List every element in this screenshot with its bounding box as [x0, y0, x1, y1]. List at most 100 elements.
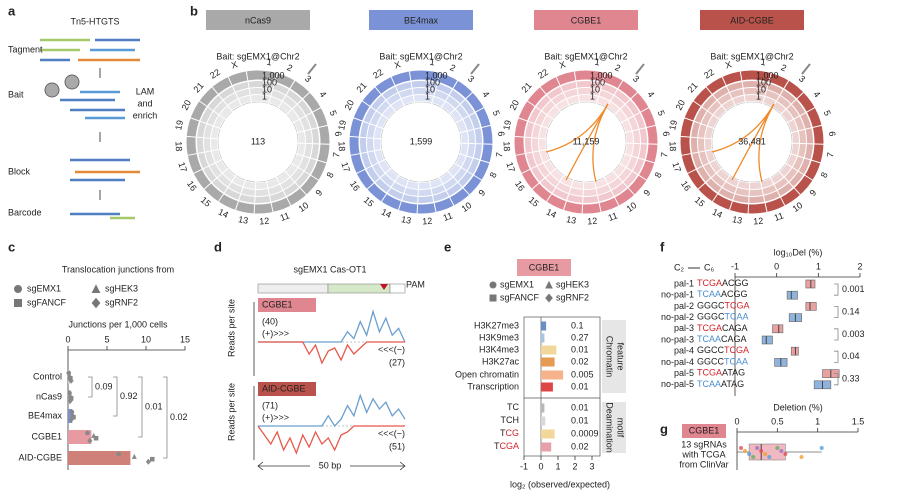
y-tick-label: AID-CGBE	[18, 452, 62, 462]
count-label: (51)	[389, 441, 405, 451]
chromosome-label: 21	[355, 80, 369, 94]
point	[68, 377, 74, 384]
chromosome-divider	[245, 70, 253, 105]
panel-label: f	[660, 239, 665, 254]
bracket	[138, 376, 143, 438]
strand-label: (+)>>>	[262, 328, 289, 338]
tag-label: CGBE1	[689, 425, 720, 435]
junction-count: 113	[251, 136, 265, 146]
p-value: 0.001	[842, 284, 865, 294]
ring	[374, 95, 468, 189]
bracket	[834, 328, 839, 341]
chromosome-divider	[428, 179, 437, 213]
chromosome-label: 13	[565, 214, 577, 226]
row-label: no-pal-2	[661, 312, 694, 322]
chromosome-label: 15	[527, 195, 541, 209]
chromosome-divider	[518, 117, 551, 130]
chromosome-label: 3	[466, 73, 476, 84]
bait-label: Bait: sgEMX1@Chr2	[379, 51, 462, 61]
track-name: CGBE1	[262, 299, 293, 309]
y-tick-label: Control	[33, 371, 62, 381]
p-value: 0.01	[571, 381, 589, 391]
chromosome-divider	[253, 179, 257, 214]
chromosome-divider	[555, 76, 571, 108]
x-tick-label: -1	[520, 461, 528, 471]
group-label: Chromatin	[605, 336, 615, 378]
chromosome-label: 15	[362, 195, 376, 209]
chromosome-divider	[190, 117, 223, 130]
p-value: 0.92	[120, 391, 138, 401]
chromosome-divider	[603, 175, 620, 207]
p-value: 0.04	[842, 351, 860, 361]
bracket	[113, 376, 118, 417]
point	[68, 416, 74, 423]
box	[772, 324, 784, 334]
header-tag	[517, 259, 571, 276]
chromosome-divider	[531, 166, 558, 190]
step-label: Tagment	[8, 44, 43, 54]
row-label: pal-4	[674, 346, 694, 356]
chromosome-divider	[728, 177, 741, 211]
ring	[525, 81, 647, 203]
chromosome-label: 8	[488, 171, 499, 180]
legend-marker	[14, 299, 22, 307]
chromosome-label: 8	[819, 171, 830, 180]
x-tick-label: 5	[104, 334, 109, 344]
p-value: 0.003	[842, 329, 865, 339]
junction-count: 1,599	[410, 136, 433, 146]
box	[761, 335, 773, 345]
bracket	[88, 376, 93, 398]
p-value: 0.0009	[571, 428, 599, 438]
legend-label: sgEMX1	[500, 279, 534, 289]
bar	[68, 409, 73, 423]
group-tag	[602, 402, 626, 453]
point	[68, 395, 74, 401]
point	[767, 455, 772, 459]
bar	[541, 382, 553, 392]
chromosome-label: 13	[400, 214, 412, 226]
chromosome-label: 10	[297, 200, 311, 214]
p-value: 0.01	[571, 344, 589, 354]
axis-title: Deletion (%)	[773, 402, 823, 412]
x-tick-label: 1	[816, 261, 821, 271]
radial-tick: 100	[262, 77, 277, 87]
chromosome-divider	[349, 135, 384, 140]
chromosome-label: 1	[760, 57, 766, 68]
point	[747, 452, 752, 456]
plot-name: CGBE1	[571, 15, 602, 25]
p-value: 0.01	[571, 415, 589, 425]
bait-label: Bait: sgEMX1@Chr2	[710, 51, 793, 61]
chromosome-label: 6	[333, 131, 343, 137]
bait-label: Bait: sgEMX1@Chr2	[544, 51, 627, 61]
chromosome-label: 18	[336, 141, 347, 152]
radial-tick: 1,000	[756, 70, 779, 80]
radial-tick: 10	[425, 84, 435, 94]
ring	[539, 95, 633, 189]
track-tag	[258, 298, 316, 312]
step-note: enrich	[133, 110, 158, 120]
panel-label: e	[444, 239, 451, 254]
ring	[705, 95, 799, 189]
chromosome-divider	[779, 91, 805, 116]
bar	[541, 403, 545, 413]
chromosome-label: 9	[477, 188, 488, 198]
legend-title: Translocation junctions from	[62, 264, 174, 274]
p-value: 0.14	[842, 306, 860, 316]
chromosome-divider	[687, 158, 719, 174]
x-tick-label: 0	[65, 334, 70, 344]
category-label: H3K27me3	[474, 320, 519, 330]
x-tick-label: -1	[731, 261, 739, 271]
chromosome-divider	[440, 79, 459, 110]
strand-label: <<<(−)	[378, 344, 405, 354]
chromosome-divider	[438, 175, 455, 207]
bracket	[834, 350, 839, 363]
chromosome-divider	[573, 70, 581, 105]
chromosome-divider	[361, 100, 391, 121]
chromosome-divider	[622, 124, 657, 134]
chromosome-divider	[454, 106, 485, 125]
group-label: motif	[616, 418, 626, 438]
axis-title: log₁₀Del (%)	[774, 247, 823, 257]
chromosome-divider	[356, 158, 388, 174]
chromosome-divider	[788, 124, 823, 134]
chromosome-divider	[562, 177, 575, 211]
